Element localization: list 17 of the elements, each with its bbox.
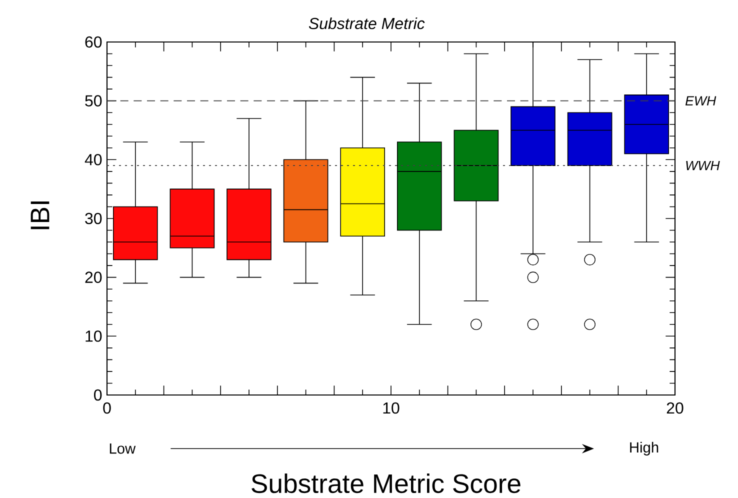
text: Low	[110, 444, 136, 454]
y-tick-label: 50	[85, 95, 102, 106]
y-tick-label: 20	[85, 272, 102, 283]
x-tick-label: 10	[383, 402, 400, 414]
y-axis-title: IBI	[30, 201, 50, 230]
y-tick-label: 60	[85, 36, 102, 48]
ref-line-label: WWH	[686, 160, 720, 170]
y-tick-label: 30	[85, 212, 102, 224]
text: High	[630, 442, 658, 456]
y-tick-label: 10	[86, 330, 102, 342]
y-tick-label: 40	[84, 154, 102, 166]
chart-title: Substrate Metric	[308, 17, 425, 30]
x-tick-label: 0	[103, 402, 111, 414]
x-axis-title: Substrate Metric Score	[252, 474, 520, 494]
ref-line-label: EWH	[685, 96, 716, 106]
y-tick-label: 0	[94, 389, 102, 401]
x-tick-label: 20	[666, 402, 684, 414]
